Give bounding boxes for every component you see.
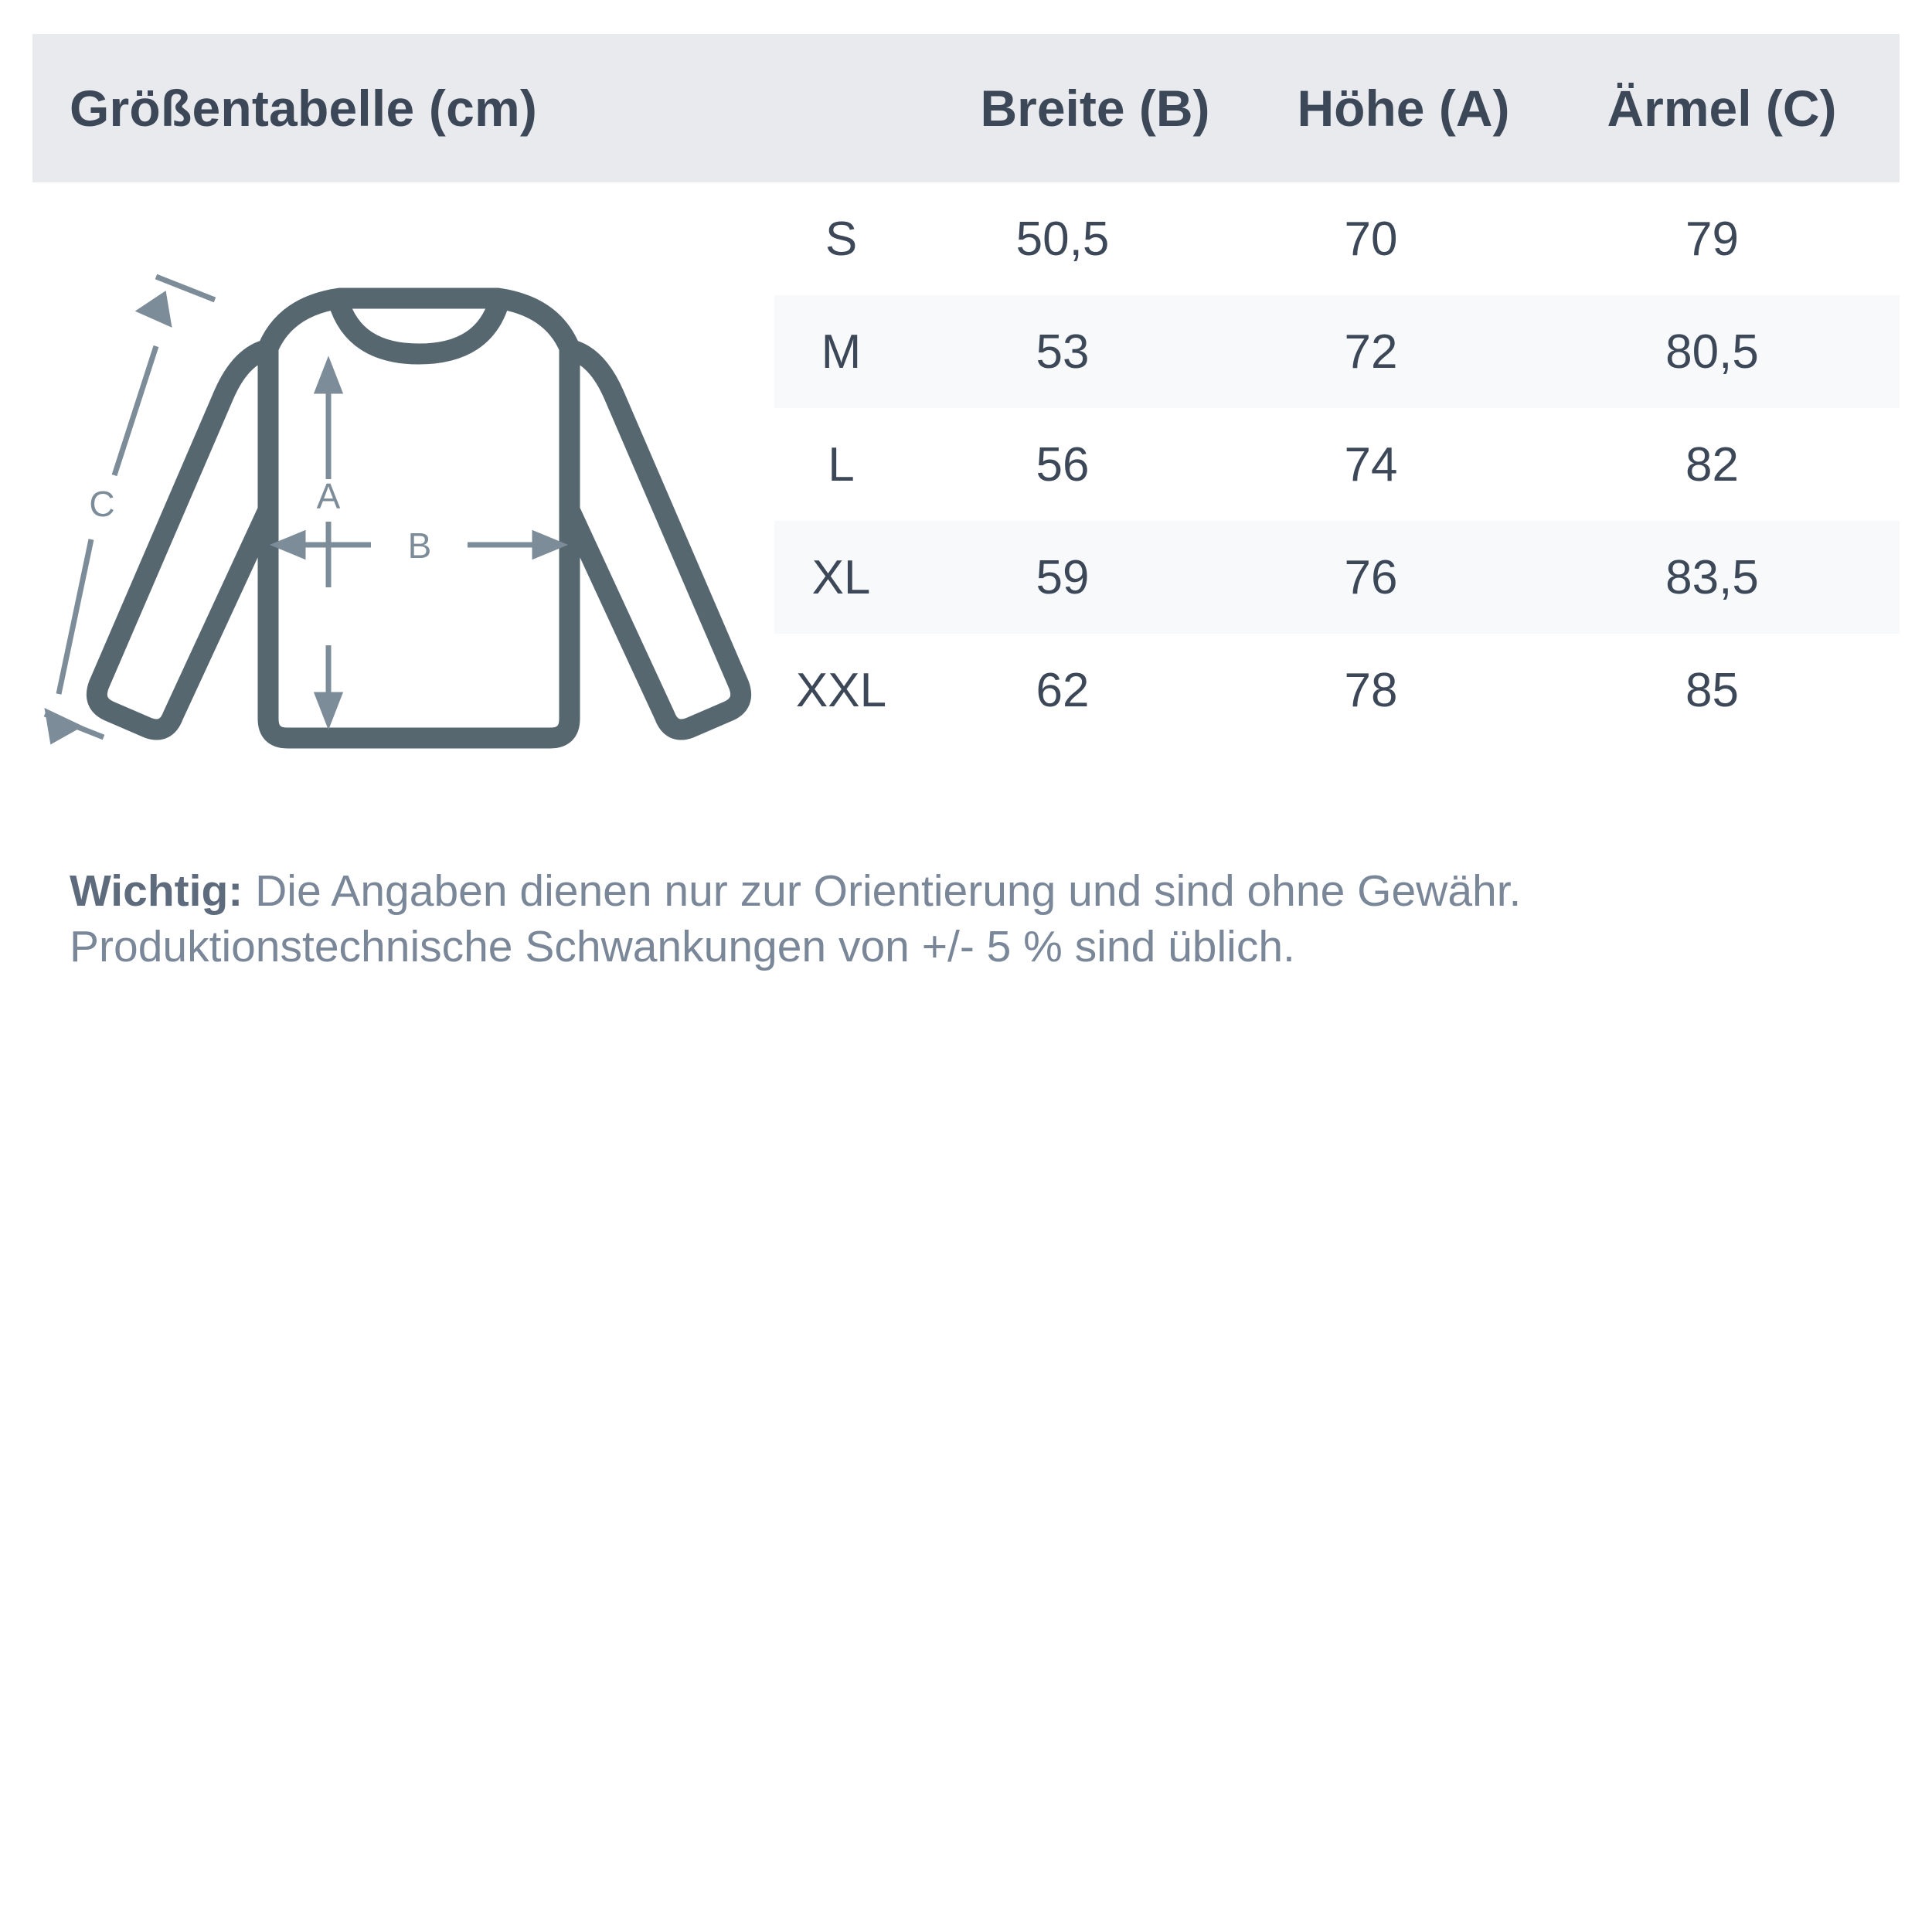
table-row[interactable]: XL 59 76 83,5 <box>774 521 1900 634</box>
dimension-arrow-width <box>269 529 569 560</box>
dimension-labels: B A C <box>89 476 431 566</box>
table-header-band: Größentabelle (cm) Breite (B) Höhe (A) Ä… <box>32 34 1900 182</box>
column-header-row: Breite (B) Höhe (A) Ärmel (C) <box>774 34 1900 182</box>
footnote-text: Die Angaben dienen nur zur Orientierung … <box>70 866 1522 971</box>
cell-sleeve: 83,5 <box>1665 550 1759 604</box>
cell-sleeve: 79 <box>1685 212 1739 266</box>
column-header-sleeve: Ärmel (C) <box>1607 80 1837 137</box>
sweatshirt-outline <box>86 287 752 749</box>
cell-width: 62 <box>1036 663 1090 717</box>
table-row[interactable]: M 53 72 80,5 <box>774 295 1900 408</box>
dimension-arrow-sleeve <box>43 274 216 745</box>
cell-height: 78 <box>1344 663 1398 717</box>
column-header-width: Breite (B) <box>980 80 1210 137</box>
dimension-lines <box>43 274 569 745</box>
cell-sleeve: 82 <box>1685 437 1739 492</box>
table-row[interactable]: L 56 74 82 <box>774 408 1900 521</box>
footnote: Wichtig: Die Angaben dienen nur zur Orie… <box>70 864 1870 975</box>
cell-size: XL <box>811 550 871 604</box>
cell-size: S <box>825 212 858 266</box>
garment-diagram: B A C <box>31 255 773 811</box>
table-row[interactable]: S 50,5 70 79 <box>774 182 1900 295</box>
cell-height: 76 <box>1344 550 1398 604</box>
cell-sleeve: 80,5 <box>1665 325 1759 379</box>
cell-size: L <box>828 437 855 492</box>
cell-height: 70 <box>1344 212 1398 266</box>
cell-size: XXL <box>795 663 887 717</box>
page-title: Größentabelle (cm) <box>70 80 538 137</box>
dimension-label-width: B <box>408 526 432 566</box>
dimension-label-height: A <box>317 476 341 516</box>
cell-height: 72 <box>1344 325 1398 379</box>
cell-width: 53 <box>1036 325 1090 379</box>
column-header-height: Höhe (A) <box>1297 80 1510 137</box>
table-row[interactable]: XXL 62 78 85 <box>774 634 1900 747</box>
cell-size: M <box>821 325 862 379</box>
footnote-lead: Wichtig: <box>70 866 243 916</box>
cell-width: 56 <box>1036 437 1090 492</box>
size-table-body: S 50,5 70 79 M 53 72 80,5 L 56 74 82 XL … <box>774 182 1900 747</box>
cell-width: 50,5 <box>1015 212 1110 266</box>
cell-sleeve: 85 <box>1685 663 1739 717</box>
cell-width: 59 <box>1036 550 1090 604</box>
dimension-label-sleeve: C <box>89 484 114 524</box>
cell-height: 74 <box>1344 437 1398 492</box>
sweatshirt-icon: B A C <box>43 274 752 749</box>
dimension-arrow-height <box>313 355 344 730</box>
